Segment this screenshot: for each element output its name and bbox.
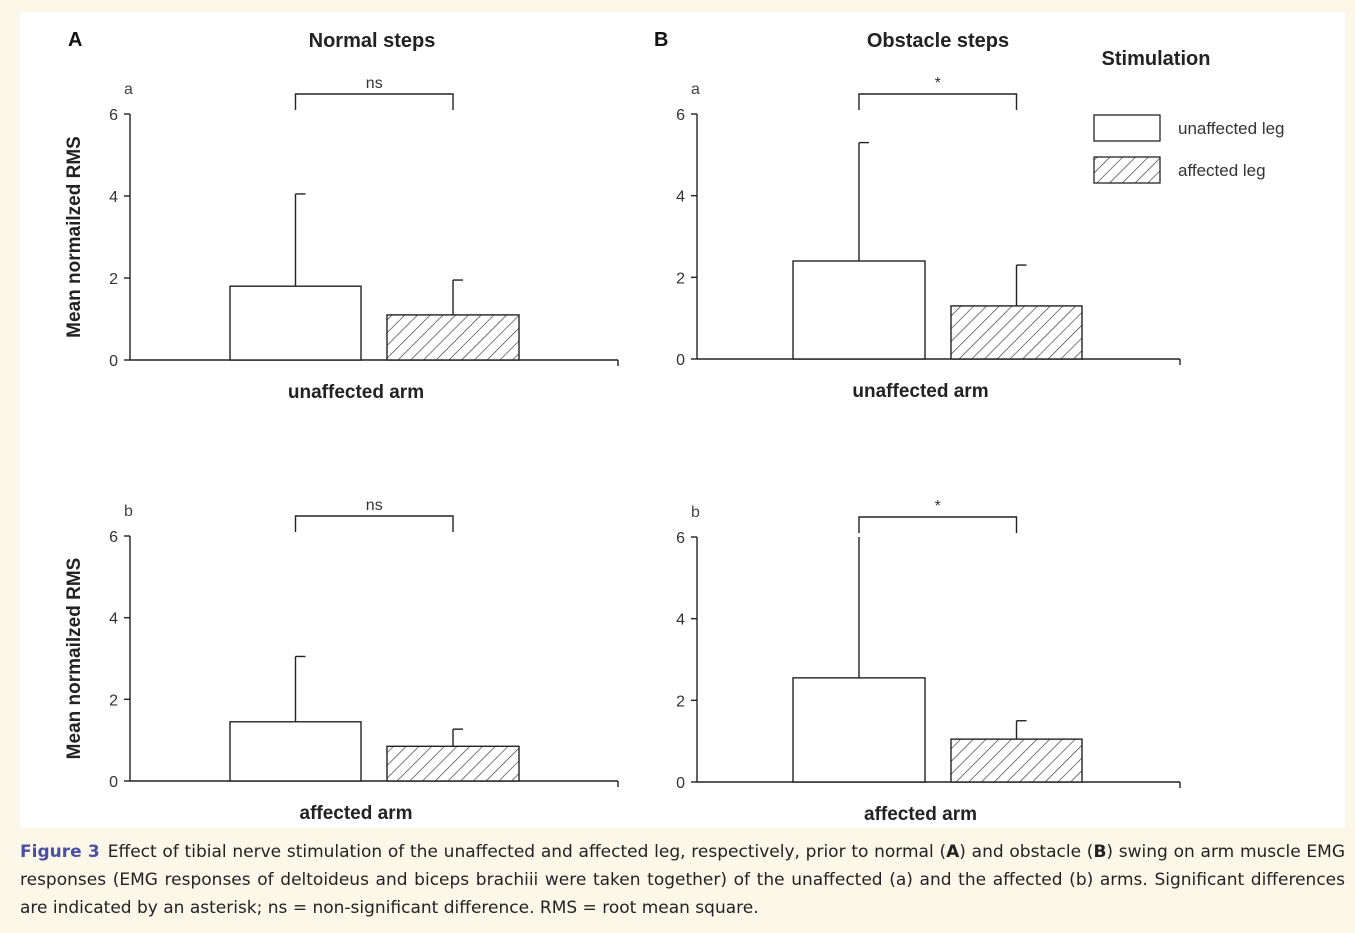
chart-3-x-axis-label: affected arm: [300, 803, 413, 824]
chart-4-plot: 0 2 4 6b affected arm *: [676, 498, 1181, 825]
chart-4-x-axis-label: affected arm: [864, 804, 977, 825]
chart-4-significance-bracket: [858, 516, 1018, 533]
chart-3-bar-affected-leg: [386, 745, 520, 782]
figure-chart: A Normal steps B Obstacle steps Stimulat…: [64, 29, 1285, 825]
legend: Stimulation unaffected leg affected leg: [1093, 48, 1285, 184]
chart-4-bar-affected-leg: [950, 738, 1083, 783]
chart-3-plot: 0 2 4 6b Mean normailzed RMS affected arm ns: [64, 497, 619, 824]
chart-2-y-tick-label: 2: [676, 270, 685, 287]
chart-1-y-tick-label: 6: [109, 107, 118, 124]
chart-2-x-axis-label: unaffected arm: [852, 381, 988, 402]
chart-1-plot: 0 2 4 6a Mean normailzed RMS unaffected arm ns: [64, 75, 619, 403]
caption-bold-a: A: [946, 842, 960, 862]
caption-text-1: Effect of tibial nerve stimulation of th…: [107, 842, 947, 862]
chart-2-y-tick-label: 4: [676, 189, 685, 206]
legend-swatch-affected-leg: [1093, 156, 1161, 184]
chart-2-significance-label: *: [935, 75, 941, 92]
chart-1-significance-label: ns: [366, 75, 383, 92]
chart-4-sublabel: b: [691, 504, 700, 521]
chart-4-y-tick-label: 2: [676, 693, 685, 710]
caption-text-3: ) swing on arm muscle EMG responses (EMG…: [20, 842, 1345, 918]
panel-title-normal-steps: Normal steps: [309, 30, 436, 52]
chart-3-y-tick-label: 6: [109, 529, 118, 546]
chart-2-y-tick-label: 6: [676, 107, 685, 124]
chart-4-y-tick-label: 4: [676, 612, 685, 629]
chart-3-y-tick-label: 2: [109, 692, 118, 709]
chart-2-bar-unaffected-leg: [792, 260, 926, 360]
chart-2-y-tick-label: 0: [676, 352, 685, 369]
panel-letter-a: A: [68, 29, 82, 51]
chart-2-bar-affected-leg: [950, 305, 1083, 360]
panel-title-obstacle-steps: Obstacle steps: [867, 30, 1009, 52]
chart-3-y-tick-label: 4: [109, 611, 118, 628]
chart-4-y-tick-label: 0: [676, 775, 685, 792]
chart-1-y-tick-label: 0: [109, 353, 118, 370]
chart-4-significance-label: *: [935, 498, 941, 515]
chart-1-bar-affected-leg: [386, 314, 520, 361]
chart-1-sublabel: a: [124, 81, 133, 98]
caption-figure-label: Figure 3: [20, 842, 100, 862]
figure-panel: A Normal steps B Obstacle steps Stimulat…: [20, 12, 1345, 828]
chart-2-significance-bracket: [858, 93, 1018, 110]
chart-1-significance-bracket: [294, 93, 454, 110]
chart-3-y-axis-label: Mean normailzed RMS: [64, 558, 85, 760]
chart-1-x-axis-label: unaffected arm: [288, 382, 424, 403]
chart-3-bar-unaffected-leg: [229, 721, 362, 782]
legend-label-unaffected-leg: unaffected leg: [1178, 119, 1285, 138]
chart-3-significance-bracket: [294, 515, 454, 532]
chart-4-bar-unaffected-leg: [792, 677, 926, 783]
chart-2-plot: 0 2 4 6a unaffected arm *: [676, 75, 1181, 402]
chart-3-y-tick-label: 0: [109, 774, 118, 791]
chart-1-y-tick-label: 2: [109, 271, 118, 288]
figure-caption: Figure 3 Effect of tibial nerve stimulati…: [20, 838, 1345, 922]
chart-3-significance-label: ns: [366, 497, 383, 514]
chart-2-sublabel: a: [691, 81, 700, 98]
legend-title: Stimulation: [1102, 48, 1211, 70]
chart-1-y-axis-label: Mean normailzed RMS: [64, 136, 85, 338]
chart-3-sublabel: b: [124, 503, 133, 520]
caption-bold-b: B: [1093, 842, 1107, 862]
legend-swatch-unaffected-leg: [1093, 114, 1161, 142]
panel-letter-b: B: [654, 29, 668, 51]
chart-1-y-tick-label: 4: [109, 189, 118, 206]
caption-text-2: ) and obstacle (: [959, 842, 1094, 862]
legend-label-affected-leg: affected leg: [1178, 161, 1266, 180]
chart-4-y-tick-label: 6: [676, 530, 685, 547]
chart-1-bar-unaffected-leg: [229, 285, 362, 361]
